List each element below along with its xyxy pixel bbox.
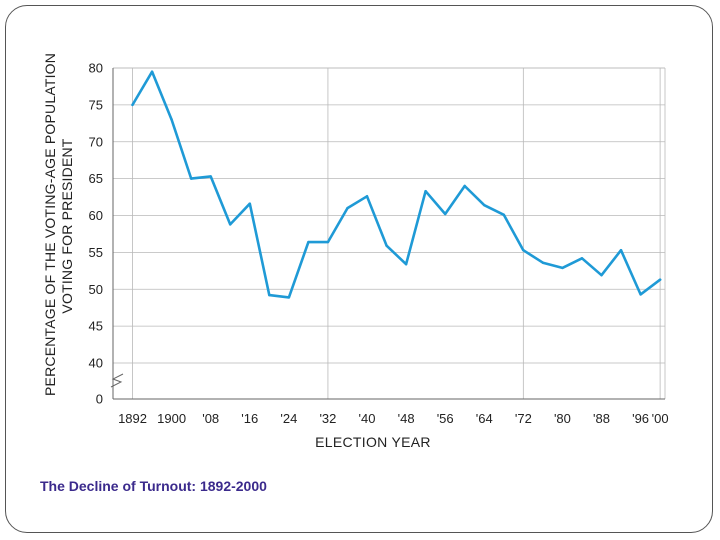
axis-break-mark (110, 373, 124, 388)
data-point (209, 175, 212, 178)
data-point (326, 240, 330, 244)
data-point (639, 293, 642, 296)
data-point (483, 203, 486, 207)
y-tick-label: 60 (89, 208, 103, 223)
data-point (658, 278, 662, 281)
turnout-series-line (131, 70, 662, 299)
data-point (463, 184, 466, 188)
data-point (287, 296, 291, 299)
x-tick-label: '72 (515, 411, 532, 426)
y-tick-label: 65 (89, 171, 103, 186)
x-tick-label: '08 (202, 411, 219, 426)
y-tick-label: 50 (89, 282, 103, 297)
x-axis-label: ELECTION YEAR (315, 434, 431, 450)
data-point (580, 257, 584, 260)
y-axis-label: PERCENTAGE OF THE VOTING-AGE POPULATION … (42, 52, 82, 396)
x-tick-label: 1900 (157, 411, 186, 426)
y-tick-label: 75 (89, 97, 103, 112)
x-tick-label: 1892 (118, 411, 147, 426)
y-tick-label: 0 (96, 392, 103, 407)
data-point (541, 261, 545, 264)
data-point (502, 213, 505, 216)
y-tick-label: 80 (89, 61, 103, 76)
data-point (600, 274, 603, 277)
y-tick-label: 40 (89, 356, 103, 371)
x-tick-label: '88 (593, 411, 610, 426)
x-tick-label: '80 (554, 411, 571, 426)
data-point (404, 262, 408, 266)
grid-lines (113, 67, 666, 399)
y-tick-label: 70 (89, 134, 103, 149)
x-tick-label: '16 (241, 411, 258, 426)
data-point (189, 177, 193, 180)
data-point (522, 248, 525, 252)
data-point (424, 189, 427, 193)
chart-caption: The Decline of Turnout: 1892-2000 (40, 478, 267, 494)
data-point (131, 103, 134, 107)
data-point (385, 244, 388, 247)
y-tick-label: 55 (89, 245, 103, 260)
axes (110, 68, 665, 400)
data-point (229, 223, 232, 226)
x-tick-label: '56 (437, 411, 454, 426)
data-series (131, 70, 662, 299)
data-point (561, 266, 564, 270)
data-point (346, 206, 349, 210)
x-tick-label: '00 (652, 411, 669, 426)
data-point (150, 70, 154, 73)
x-tick-label: '64 (476, 411, 493, 426)
y-axis-label-line1: PERCENTAGE OF THE VOTING-AGE POPULATION (42, 52, 58, 396)
y-axis-label-line2: VOTING FOR PRESIDENT (59, 138, 75, 314)
y-tick-label: 45 (89, 319, 103, 334)
data-point (443, 212, 447, 216)
data-point (248, 202, 251, 205)
x-tick-label: '96 (632, 411, 649, 426)
data-point (307, 240, 310, 244)
data-point (170, 118, 173, 121)
data-point (268, 293, 271, 297)
tick-labels: 80 75 70 65 60 55 50 45 40 0 1892 1900 '08 '16 '24 '32 '… (89, 61, 669, 427)
data-point (365, 195, 369, 198)
data-point (619, 248, 623, 252)
x-tick-label: '48 (398, 411, 415, 426)
x-tick-label: '32 (319, 411, 336, 426)
x-tick-label: '24 (280, 411, 297, 426)
x-tick-label: '40 (359, 411, 376, 426)
